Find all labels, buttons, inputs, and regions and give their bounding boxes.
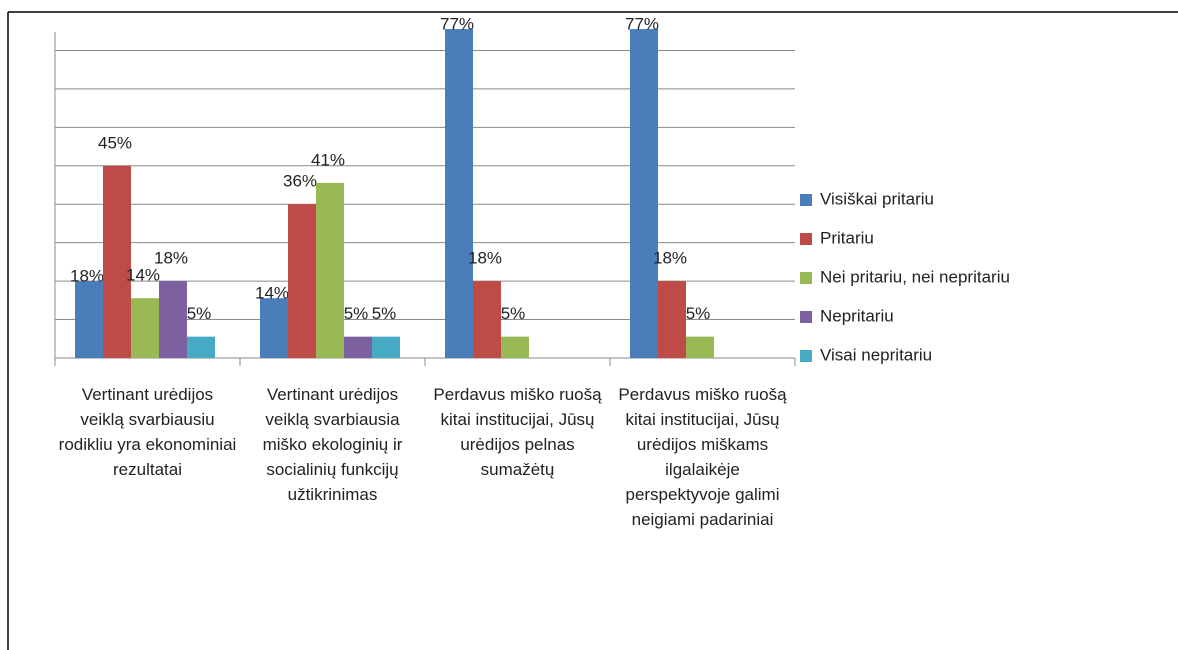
data-label: 18% — [154, 249, 188, 268]
bar — [658, 281, 686, 358]
data-label: 18% — [70, 267, 104, 286]
legend-swatch — [800, 194, 812, 206]
x-tick-label: Perdavus miško ruošą kitai institucijai,… — [433, 385, 602, 479]
data-label: 5% — [344, 304, 369, 323]
data-label: 45% — [98, 133, 132, 152]
data-label: 5% — [372, 304, 397, 323]
bar — [473, 281, 501, 358]
legend-label: Pritariu — [820, 228, 874, 247]
legend-swatch — [800, 350, 812, 362]
legend-swatch — [800, 272, 812, 284]
bar — [372, 336, 400, 358]
bar — [288, 204, 316, 358]
bar — [316, 182, 344, 358]
data-label: 41% — [311, 150, 345, 169]
data-label: 14% — [126, 266, 160, 285]
data-label: 14% — [255, 284, 289, 303]
legend-swatch — [800, 311, 812, 323]
x-tick-label: Perdavus miško ruošą kitai institucijai,… — [618, 385, 787, 529]
data-label: 77% — [440, 15, 474, 34]
data-label: 77% — [625, 15, 659, 34]
bar — [260, 298, 288, 358]
data-label: 36% — [283, 172, 317, 191]
bar — [445, 29, 473, 358]
bar — [344, 336, 372, 358]
data-label: 5% — [686, 304, 711, 323]
data-label: 5% — [501, 304, 526, 323]
data-label: 18% — [468, 249, 502, 268]
bar — [159, 281, 187, 358]
bar — [686, 336, 714, 358]
bar — [187, 336, 215, 358]
bar — [630, 29, 658, 358]
data-label: 5% — [187, 304, 212, 323]
data-label: 18% — [653, 249, 687, 268]
bar — [501, 336, 529, 358]
bar — [103, 165, 131, 358]
x-tick-label: Vertinant urėdijos veiklą svarbiausia mi… — [262, 385, 403, 504]
legend-label: Visai nepritariu — [820, 345, 932, 364]
bar — [75, 281, 103, 358]
x-tick-label: Vertinant urėdijos veiklą svarbiausiu ro… — [58, 385, 237, 479]
bar — [131, 298, 159, 358]
legend-label: Visiškai pritariu — [820, 189, 934, 208]
legend-swatch — [800, 233, 812, 245]
legend-label: Nepritariu — [820, 306, 894, 325]
legend-label: Nei pritariu, nei nepritariu — [820, 267, 1010, 286]
